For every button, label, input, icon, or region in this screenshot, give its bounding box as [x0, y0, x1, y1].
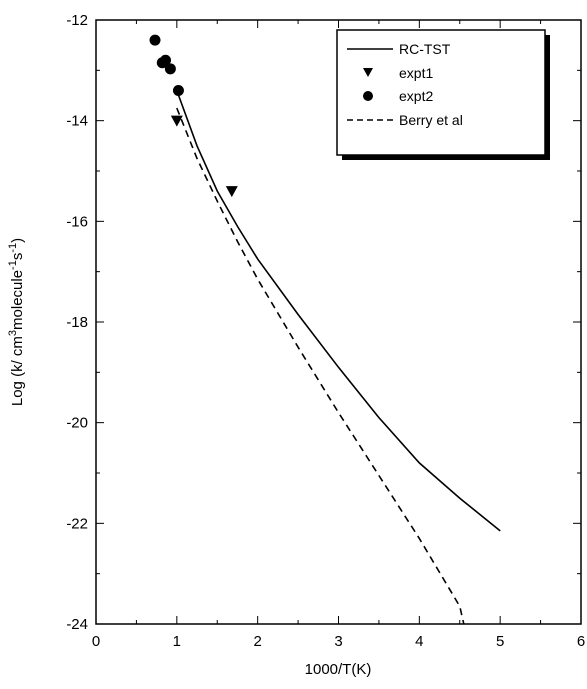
x-tick-label: 6	[577, 633, 585, 650]
x-axis-title: 1000/T(K)	[305, 661, 372, 678]
legend-marker-expt1	[363, 68, 373, 77]
y-tick-label: -22	[66, 515, 88, 532]
data-point-expt2	[160, 54, 172, 66]
y-tick-label: -14	[66, 113, 88, 130]
data-point-expt1	[225, 186, 238, 198]
x-tick-label: 5	[496, 633, 504, 650]
legend-label-expt1: expt1	[399, 65, 433, 81]
y-tick-label: -20	[66, 415, 88, 432]
y-tick-labels: -24 -22 -20 -18 -16 -14 -12	[66, 12, 88, 633]
x-tick-labels: 0 1 2 3 4 5 6	[92, 633, 585, 650]
axis-ticks	[95, 19, 582, 625]
data-point-expt2	[172, 84, 184, 96]
y-tick-label: -18	[66, 314, 88, 331]
data-point-expt1	[170, 115, 183, 127]
y-tick-label: -12	[66, 12, 88, 29]
y-axis-title-sup: 3	[7, 330, 19, 336]
y-axis-title-part: molecule	[9, 270, 26, 330]
series-layer	[149, 34, 501, 625]
legend-marker-expt2	[363, 91, 373, 101]
y-tick-label: -24	[66, 616, 88, 633]
x-tick-label: 3	[334, 633, 342, 650]
legend-box	[336, 29, 546, 156]
x-tick-label: 2	[253, 633, 261, 650]
data-point-expt2	[149, 34, 161, 46]
x-tick-label: 0	[92, 633, 100, 650]
y-axis-title-sup: -1	[7, 243, 19, 253]
y-axis-title-part: Log (k/ cm	[9, 336, 26, 406]
legend: RC-TST expt1 expt2 Berry et al	[336, 29, 550, 160]
legend-label-expt2: expt2	[399, 88, 433, 104]
legend-label-berry: Berry et al	[399, 112, 463, 128]
x-tick-label: 1	[173, 633, 181, 650]
y-axis-title-part: )	[9, 238, 26, 243]
x-tick-label: 4	[415, 633, 423, 650]
y-axis-title: Log (k/ cm3molecule-1s-1)	[7, 238, 26, 406]
y-axis-title-sup: -1	[7, 260, 19, 270]
legend-label-rc-tst: RC-TST	[399, 41, 451, 57]
series-line-rc-tst	[176, 90, 501, 532]
data-point-expt2	[164, 63, 176, 75]
y-tick-label: -16	[66, 213, 88, 230]
y-axis-title-part: s	[9, 253, 26, 261]
series-line-berry-et-al	[176, 107, 465, 625]
